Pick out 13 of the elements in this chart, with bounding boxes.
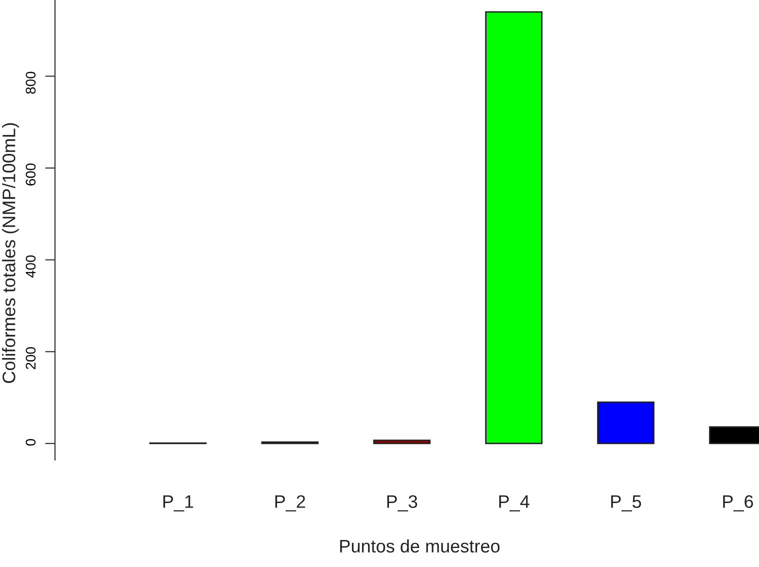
x-tick-label: P_6 [723, 495, 753, 512]
y-tick-label: 600 [26, 164, 36, 186]
x-axis-title: Puntos de muestreo [340, 539, 500, 553]
x-tick-label: P_2 [275, 495, 306, 512]
y-tick-label: 800 [26, 72, 36, 94]
y-tick-label: 0 [26, 438, 36, 446]
x-tick-label: P_1 [163, 495, 194, 512]
y-tick-label: 200 [26, 347, 36, 370]
y-tick-label: 400 [26, 255, 36, 278]
x-tick-label: P_3 [387, 495, 418, 512]
x-tick-label: P_5 [611, 495, 642, 512]
x-tick-label: P_4 [499, 495, 530, 512]
y-axis-title: Coliformes totales (NMP/100mL) [2, 123, 19, 384]
